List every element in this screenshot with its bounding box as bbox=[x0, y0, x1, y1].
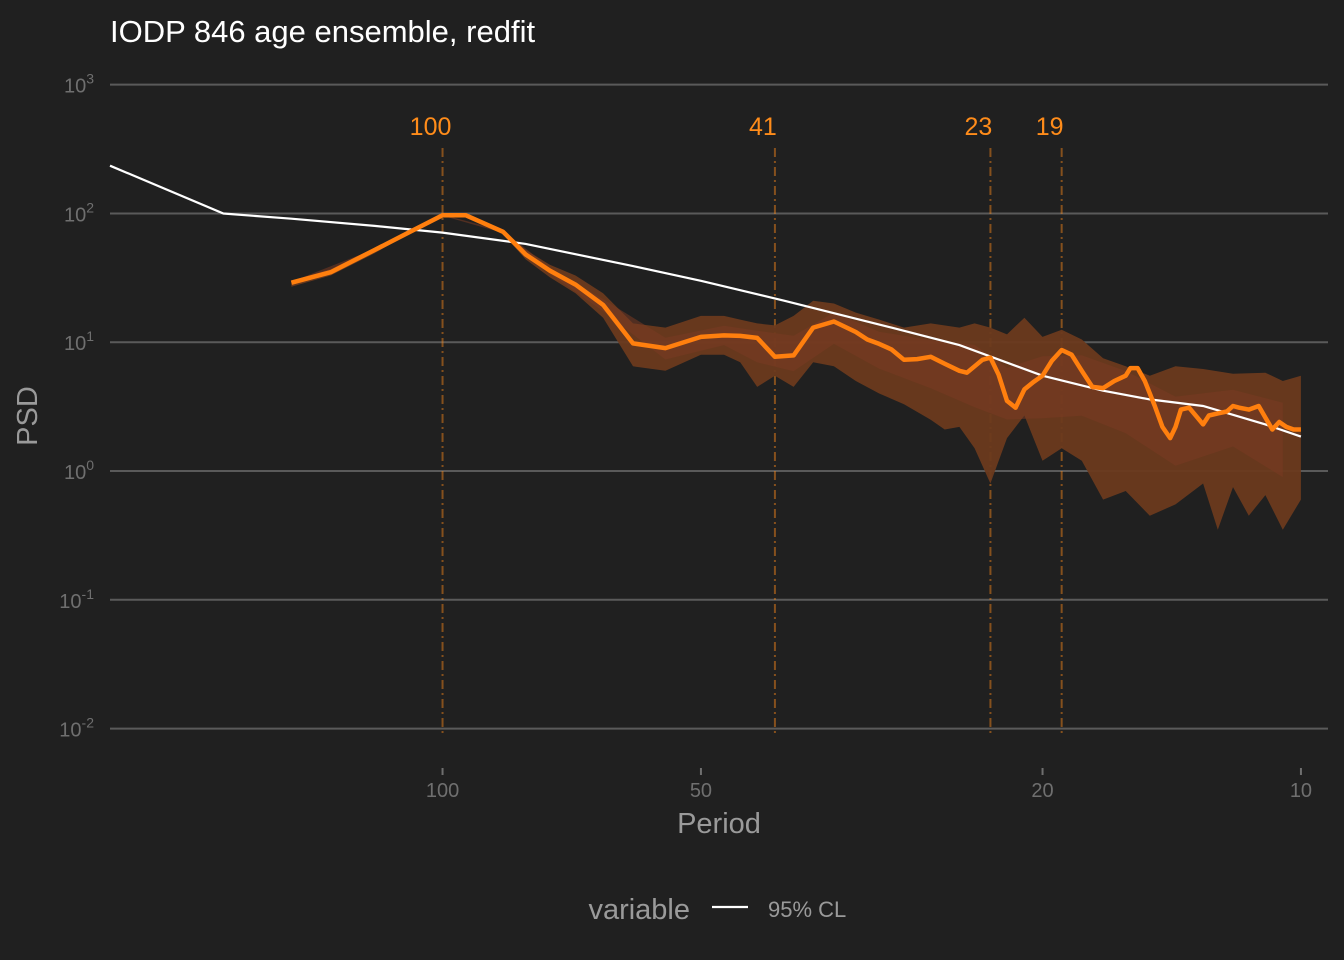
y-axis-ticks: 10-2 10-1 100 101 102 103 bbox=[59, 71, 94, 742]
y-tick-label: 10-2 bbox=[59, 715, 94, 742]
y-tick-label: 101 bbox=[64, 328, 94, 355]
x-tick-label: 20 bbox=[1031, 780, 1053, 802]
period-markers: 100 41 23 19 bbox=[410, 113, 1064, 734]
legend-title: variable bbox=[588, 894, 690, 926]
x-tick-label: 100 bbox=[426, 780, 459, 802]
period-marker-label: 100 bbox=[410, 113, 452, 141]
legend: variable 95% CL bbox=[588, 894, 846, 926]
y-tick-label: 102 bbox=[64, 199, 94, 226]
period-marker-label: 19 bbox=[1036, 113, 1064, 141]
confidence-band bbox=[291, 214, 1301, 530]
x-tick-label: 50 bbox=[690, 780, 712, 802]
series-line-median bbox=[290, 212, 1301, 441]
y-tick-label: 10-1 bbox=[59, 586, 94, 613]
period-marker-label: 41 bbox=[749, 113, 777, 141]
period-marker-label: 23 bbox=[965, 113, 993, 141]
legend-entry-95-cl: 95% CL bbox=[768, 897, 846, 922]
x-axis-label: Period bbox=[677, 808, 761, 840]
chart-title: IODP 846 age ensemble, redfit bbox=[110, 14, 535, 49]
gridlines bbox=[110, 83, 1328, 730]
y-axis-label: PSD bbox=[12, 386, 44, 446]
series-line-95-cl bbox=[109, 164, 1302, 438]
confidence-band-inner bbox=[291, 214, 1283, 478]
y-tick-label: 100 bbox=[64, 457, 94, 484]
x-axis-ticks: 100 50 20 10 bbox=[426, 768, 1312, 802]
x-tick-label: 10 bbox=[1290, 780, 1312, 802]
plot-area bbox=[109, 164, 1302, 530]
y-tick-label: 103 bbox=[64, 71, 94, 98]
